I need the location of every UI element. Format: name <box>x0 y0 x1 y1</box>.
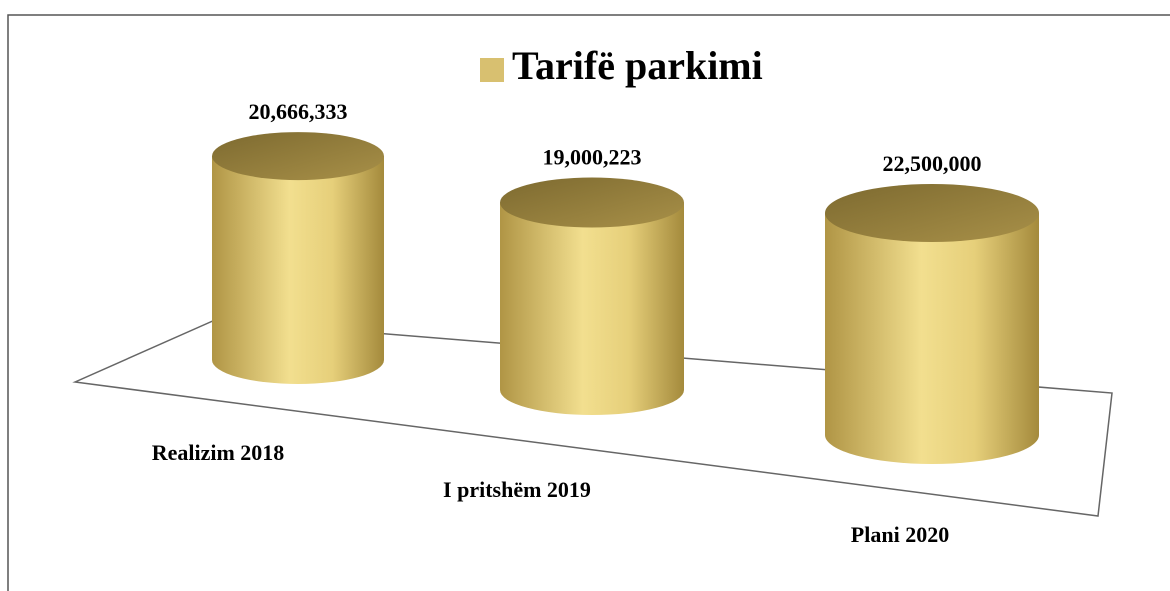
category-label: Plani 2020 <box>851 522 949 547</box>
value-label: 19,000,223 <box>543 145 642 170</box>
category-label: I pritshëm 2019 <box>443 477 591 502</box>
cylinder-top <box>500 177 684 228</box>
cylinder-body <box>500 202 684 415</box>
cylinder-body <box>825 213 1039 464</box>
value-label: 22,500,000 <box>883 151 982 176</box>
value-label: 20,666,333 <box>249 99 348 124</box>
chart-frame <box>7 14 1170 591</box>
category-label: Realizim 2018 <box>152 440 285 465</box>
cylinder-body <box>212 156 384 384</box>
floor <box>72 319 1113 517</box>
cylinder-top <box>212 132 384 181</box>
legend-label: Tarifë parkimi <box>512 43 763 88</box>
cylinder-top <box>825 184 1039 242</box>
legend-swatch <box>480 58 504 82</box>
